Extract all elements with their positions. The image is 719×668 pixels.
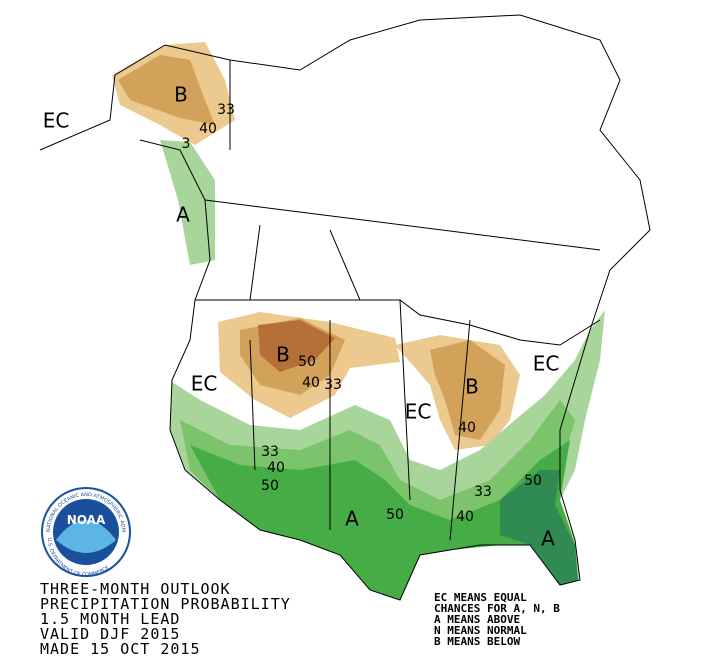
contour-label: 33 <box>261 444 279 460</box>
title-line: MADE 15 OCT 2015 <box>40 640 201 658</box>
contour-label: 50 <box>524 473 542 489</box>
below-40 <box>430 340 505 440</box>
region-label: A <box>541 527 555 551</box>
logo-wave <box>56 520 116 553</box>
region-label: EC <box>533 352 560 376</box>
contour-label: 33 <box>217 102 235 118</box>
legend-line: B MEANS BELOW <box>434 635 520 648</box>
border <box>204 60 601 541</box>
region-label: EC <box>405 400 432 424</box>
region-label: B <box>174 83 188 107</box>
legend-line: A MEANS ABOVE <box>434 613 520 626</box>
above-33 <box>160 140 215 265</box>
legend-line: CHANCES FOR A, N, B <box>434 602 560 615</box>
legend-line: N MEANS NORMAL <box>434 624 527 637</box>
title-line: 1.5 MONTH LEAD <box>40 610 180 628</box>
contour-label: 33 <box>324 377 342 393</box>
region-label: A <box>176 203 190 227</box>
title-line: VALID DJF 2015 <box>40 625 180 643</box>
contour-label: 40 <box>302 375 320 391</box>
contour-label: 40 <box>456 509 474 525</box>
coastline <box>39 14 651 601</box>
logo-name: NOAA <box>67 513 106 527</box>
above-50 <box>190 440 578 600</box>
region-label: EC <box>43 109 70 133</box>
contour-label: 40 <box>458 420 476 436</box>
below-40 <box>118 55 215 125</box>
contour-label: 50 <box>261 478 279 494</box>
below-50 <box>258 320 335 372</box>
region-label: A <box>345 507 359 531</box>
legend-line: EC MEANS EQUAL <box>434 591 527 604</box>
contour-label: 50 <box>298 354 316 370</box>
contour-label: 40 <box>199 121 217 137</box>
contour-label: 33 <box>474 484 492 500</box>
title-line: PRECIPITATION PROBABILITY <box>40 595 291 613</box>
above-60 <box>500 470 578 585</box>
contour-label: 40 <box>267 460 285 476</box>
region-label: B <box>465 375 479 399</box>
contour-label: 3 <box>182 136 191 152</box>
contour-label: 50 <box>386 507 404 523</box>
region-label: B <box>276 343 290 367</box>
title-line: THREE-MONTH OUTLOOK <box>40 580 231 598</box>
region-label: EC <box>191 372 218 396</box>
